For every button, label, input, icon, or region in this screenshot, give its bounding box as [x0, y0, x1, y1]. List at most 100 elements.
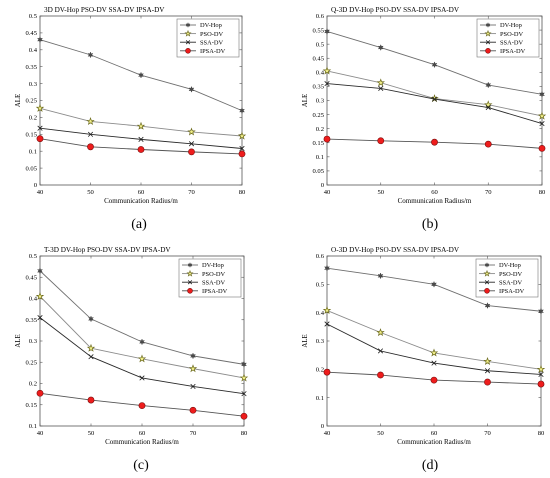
y-tick-label: 0.15 [25, 132, 37, 139]
chart-panel-4: O-3D DV-Hop PSO-DV SSA-DV IPSA-DV 0 0.1 0.2… [301, 246, 546, 446]
y-tick-label: 0.15 [312, 140, 324, 147]
series-line-pso [39, 296, 245, 379]
data-point-pso [430, 94, 439, 103]
data-point-ssa [484, 368, 491, 374]
data-point-dv [239, 107, 245, 114]
legend-marker-pso [483, 269, 491, 277]
y-tick-label: 0.35 [25, 64, 37, 71]
y-axis-label: ALE [301, 334, 309, 348]
y-tick-label: 0.2 [29, 381, 37, 388]
x-tick-label: 50 [377, 189, 384, 196]
x-tick-label: 70 [484, 430, 491, 437]
data-point-ipsa [189, 406, 197, 414]
y-axis-label: ALE [14, 334, 22, 348]
panel-label: (b) [422, 217, 439, 232]
y-axis-label: ALE [301, 94, 309, 108]
x-tick-label: 60 [139, 430, 146, 437]
data-point-pso [237, 131, 247, 140]
y-tick-label: 0.35 [312, 84, 324, 91]
chart-panel-3: T-3D DV-Hop PSO-DV SSA-DV IPSA-DV 0.1 0.15… [14, 246, 249, 446]
y-tick-label: 0.25 [25, 359, 37, 366]
data-point-ssa [37, 125, 43, 131]
legend-label: SSA-DV [200, 39, 223, 46]
legend-marker-dv [485, 22, 491, 28]
x-tick-label: 40 [324, 189, 331, 196]
data-point-ssa [139, 375, 145, 381]
y-tick-label: 0.45 [312, 55, 324, 62]
x-tick-label: 50 [87, 189, 94, 196]
x-axis-label: Communication Radius/m [398, 197, 472, 205]
x-axis-label: Communication Radius/m [104, 197, 178, 205]
y-tick-label: 0.25 [25, 98, 37, 105]
data-point-dv [485, 81, 492, 89]
y-tick-label: 0.1 [316, 395, 324, 402]
y-tick-label: 0 [321, 182, 325, 189]
data-point-ipsa [138, 402, 146, 409]
x-tick-label: 40 [37, 430, 44, 437]
series-ipsa [36, 389, 248, 420]
data-point-ipsa [188, 148, 195, 156]
data-point-pso [86, 343, 96, 352]
x-tick-label: 50 [88, 430, 95, 437]
legend-marker-pso [184, 29, 192, 37]
legend-marker-ssa [485, 40, 491, 45]
legend-label: IPSA-DV [200, 48, 226, 55]
data-point-dv [241, 361, 247, 368]
data-point-pso [484, 100, 493, 109]
legend-marker-ssa [185, 40, 191, 45]
legend-marker-ipsa [484, 288, 490, 294]
data-point-ipsa [137, 146, 145, 153]
legend-label: SSA-DV [500, 39, 523, 46]
data-point-dv [138, 71, 144, 79]
y-tick-label: 0.2 [316, 367, 324, 374]
y-tick-label: 0.4 [316, 70, 325, 77]
y-tick-label: 0.45 [25, 274, 37, 281]
data-point-ipsa [431, 138, 438, 146]
legend-label: DV-Hop [499, 262, 521, 269]
data-point-dv [324, 28, 330, 35]
legend-label: PSO-DV [200, 31, 223, 38]
data-point-pso [86, 117, 95, 126]
data-point-ipsa [87, 143, 94, 151]
legend-label: SSA-DV [202, 279, 225, 286]
legend-marker-ssa [187, 280, 193, 285]
data-point-pso [188, 364, 198, 373]
data-point-ssa [37, 315, 43, 321]
data-point-dv [190, 352, 196, 360]
y-tick-label: 0.1 [29, 423, 37, 430]
chart-title: 3D DV-Hop PSO-DV SSA-DV IPSA-DV [44, 6, 165, 14]
data-point-pso [322, 305, 332, 314]
series-ipsa [36, 135, 246, 158]
y-tick-label: 0.5 [29, 253, 38, 260]
data-point-dv [188, 85, 195, 93]
data-point-ipsa [377, 371, 384, 379]
data-point-dv [538, 307, 544, 315]
y-tick-label: 0.2 [316, 126, 324, 133]
x-axis-label: Communication Radius/m [397, 438, 471, 446]
data-point-ipsa [538, 144, 546, 152]
y-tick-label: 0.55 [312, 27, 324, 34]
data-point-ssa [138, 136, 144, 142]
legend-marker-ipsa [185, 48, 191, 54]
y-tick-label: 0.5 [29, 13, 38, 20]
data-point-pso [35, 103, 45, 112]
data-point-dv [377, 44, 384, 51]
x-tick-label: 60 [138, 189, 145, 196]
y-tick-label: 0.4 [29, 296, 38, 303]
panel-label: (c) [133, 458, 149, 473]
data-point-ipsa [87, 396, 95, 404]
legend-label: SSA-DV [499, 279, 522, 286]
data-point-dv [37, 36, 43, 44]
x-tick-label: 40 [324, 430, 331, 437]
x-tick-label: 70 [188, 189, 195, 196]
y-tick-label: 0.1 [29, 148, 37, 155]
data-point-pso [239, 373, 249, 382]
chart-title: T-3D DV-Hop PSO-DV SSA-DV IPSA-DV [44, 246, 171, 254]
series-line-pso [326, 70, 543, 117]
series-line-ssa [326, 83, 543, 125]
chart-panel-2: Q-3D DV-Hop PSO-DV SSA-DV IPSA-DV 0 0.05 0.… [301, 6, 547, 205]
legend-marker-dv [187, 262, 193, 268]
